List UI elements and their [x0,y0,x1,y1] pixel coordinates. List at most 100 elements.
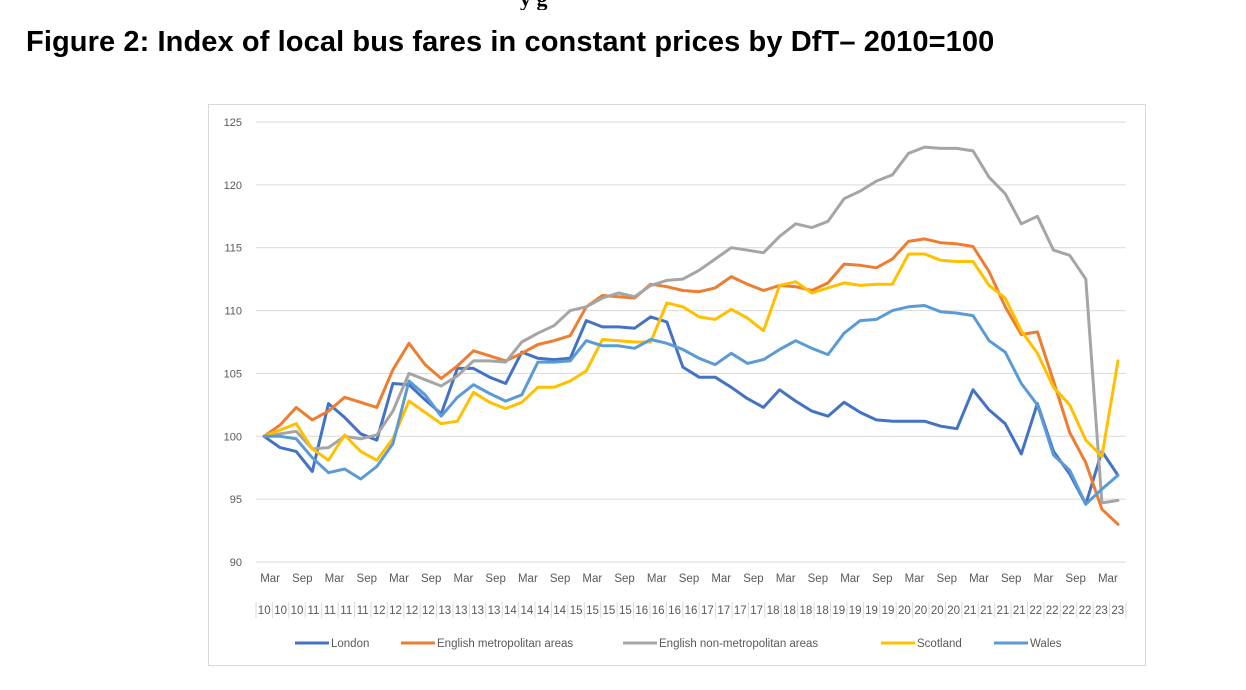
x-tick-label-month: Mar [711,573,731,585]
x-tick-label-year: 18 [767,605,780,617]
x-tick-label-year: 20 [931,605,944,617]
x-tick-label-month: Mar [454,573,474,585]
x-tick-label-month: Sep [421,573,441,585]
x-tick-label-month: Mar [969,573,989,585]
x-tick-label-month: Sep [808,573,828,585]
y-tick-label: 105 [224,368,242,380]
series-line-english-metropolitan-areas [262,237,1120,526]
x-tick-label-year: 20 [947,605,960,617]
legend-label-london: London [331,638,369,650]
x-tick-label-month: Mar [1098,573,1118,585]
x-tick-label-month: Sep [292,573,312,585]
x-tick-label-year: 18 [800,605,813,617]
x-tick-label-year: 13 [471,605,484,617]
x-tick-label-year: 21 [996,605,1009,617]
x-tick-label-year: 17 [717,605,730,617]
x-tick-label-year: 17 [701,605,714,617]
y-tick-label: 110 [224,306,242,318]
x-tick-label-year: 19 [865,605,878,617]
page-header-fragment: y g [0,0,1246,10]
x-tick-label-month: Sep [1001,573,1021,585]
x-tick-label-year: 22 [1046,605,1059,617]
x-tick-label-year: 20 [914,605,927,617]
x-tick-label-month: Sep [743,573,763,585]
x-tick-label-year: 16 [685,605,698,617]
legend-label-wales: Wales [1030,638,1062,650]
x-tick-label-year: 16 [652,605,665,617]
x-tick-label-year: 14 [537,605,550,617]
x-tick-label-year: 22 [1062,605,1075,617]
x-tick-label-month: Sep [485,573,505,585]
y-tick-label: 125 [224,117,242,129]
x-tick-label-year: 13 [488,605,501,617]
x-tick-label-month: Mar [905,573,925,585]
x-tick-label-year: 17 [750,605,763,617]
chart-container: 90 95 100 105 110 115 120 125 Mar Sep Mar Sep Mar Se… [208,104,1146,666]
x-tick-label-month: Mar [647,573,667,585]
x-tick-label-year: 16 [635,605,648,617]
x-tick-label-year: 11 [340,605,352,617]
figure-title: Figure 2: Index of local bus fares in co… [26,26,995,58]
x-tick-label-month: Mar [325,573,345,585]
x-tick-label-year: 12 [422,605,435,617]
x-tick-label-year: 22 [1079,605,1092,617]
x-tick-label-year: 19 [849,605,862,617]
x-tick-label-year: 21 [980,605,993,617]
x-tick-label-month: Sep [872,573,892,585]
line-chart: 90 95 100 105 110 115 120 125 Mar Sep Mar Sep Mar Se… [224,117,1127,650]
x-tick-label-year: 16 [668,605,681,617]
series-line-scotland [262,252,1120,462]
x-tick-label-month: Mar [582,573,602,585]
x-tick-label-month: Mar [518,573,538,585]
x-tick-label-year: 23 [1095,605,1108,617]
y-tick-label: 120 [224,180,242,192]
series-line-english-non-metropolitan-areas [262,145,1120,505]
x-tick-label-year: 18 [783,605,796,617]
x-tick-label-year: 15 [586,605,599,617]
x-tick-label-month: Mar [840,573,860,585]
x-tick-label-year: 23 [1111,605,1124,617]
x-tick-label-month: Mar [389,573,409,585]
x-tick-label-year: 15 [619,605,632,617]
legend-label-scotland: Scotland [917,638,962,650]
x-tick-label-year: 21 [964,605,977,617]
x-tick-label-year: 14 [504,605,517,617]
x-tick-label-year: 12 [389,605,402,617]
x-tick-label-year: 17 [734,605,747,617]
x-tick-label-year: 10 [274,605,287,617]
x-tick-label-year: 12 [373,605,386,617]
x-tick-label-month: Sep [550,573,570,585]
x-tick-label-month: Sep [937,573,957,585]
x-tick-label-year: 20 [898,605,911,617]
x-tick-label-month: Mar [1034,573,1054,585]
x-tick-label-year: 11 [324,605,336,617]
x-tick-label-year: 21 [1013,605,1026,617]
series-line-wales [262,304,1120,506]
x-tick-label-month: Sep [1065,573,1085,585]
x-tick-label-year: 12 [406,605,419,617]
x-tick-label-month: Sep [614,573,634,585]
y-tick-label: 95 [230,494,242,506]
x-tick-label-month: Mar [776,573,796,585]
x-tick-label-year: 15 [603,605,616,617]
x-tick-label-year: 18 [816,605,829,617]
y-tick-label: 90 [230,557,242,569]
legend-label-english-non-metropolitan-areas: English non-metropolitan areas [659,638,818,650]
legend-label-english-metropolitan-areas: English metropolitan areas [437,638,573,650]
x-tick-label-month: Sep [357,573,377,585]
x-tick-label-month: Mar [260,573,280,585]
header-fragment-text: y g [520,0,548,10]
series-line-london [262,315,1120,506]
x-tick-label-year: 19 [882,605,895,617]
x-tick-label-month: Sep [679,573,699,585]
x-tick-label-year: 15 [570,605,583,617]
x-tick-label-year: 10 [291,605,304,617]
x-tick-label-year: 11 [357,605,369,617]
x-tick-label-year: 19 [832,605,845,617]
y-tick-label: 100 [224,431,242,443]
y-tick-label: 115 [224,243,242,255]
x-tick-label-year: 13 [438,605,451,617]
x-tick-label-year: 14 [520,605,533,617]
x-tick-label-year: 11 [307,605,319,617]
x-tick-label-year: 10 [258,605,271,617]
